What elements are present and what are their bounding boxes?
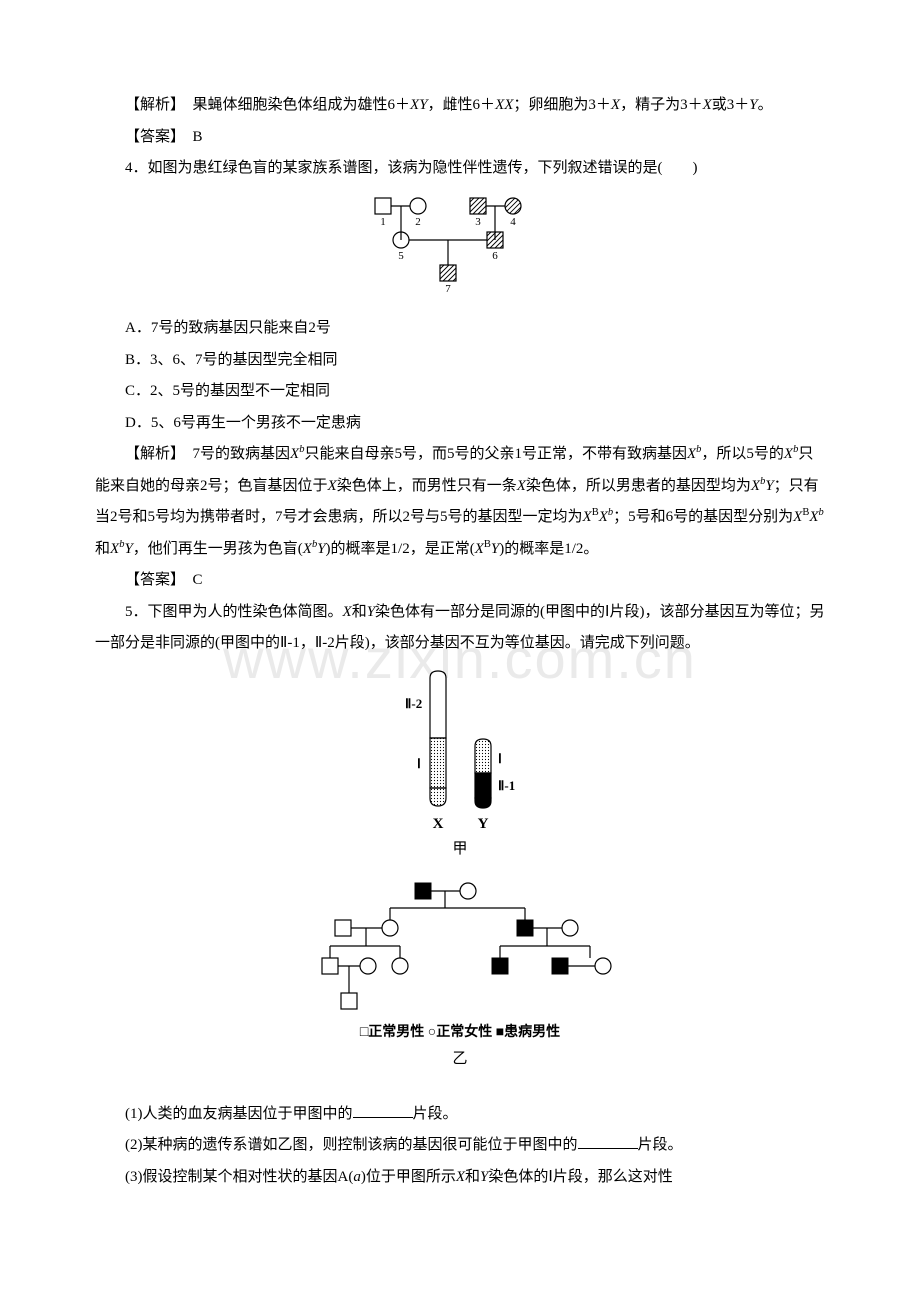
q4-choice-b: B．3、6、7号的基因型完全相同	[95, 345, 825, 377]
svg-text:5: 5	[398, 250, 404, 262]
svg-text:Ⅰ: Ⅰ	[417, 756, 421, 771]
analysis-label: 【解析】	[125, 97, 178, 113]
svg-text:1: 1	[380, 216, 386, 228]
q4-choice-d: D．5、6号再生一个男孩不一定患病	[95, 408, 825, 440]
q5-chromosome-figure: Ⅱ-2 Ⅰ Ⅰ Ⅱ-1 X Y 甲	[95, 668, 825, 871]
svg-text:□正常男性 ○正常女性 ■患病男性: □正常男性 ○正常女性 ■患病男性	[360, 1023, 560, 1040]
q4-answer: 【答案】 C	[95, 565, 825, 597]
q5-pedigree-figure: □正常男性 ○正常女性 ■患病男性 乙	[95, 878, 825, 1091]
svg-text:Ⅰ: Ⅰ	[498, 751, 502, 766]
svg-text:3: 3	[475, 216, 481, 228]
q5-sub3: (3)假设控制某个相对性状的基因A(a)位于甲图所示X和Y染色体的Ⅰ片段，那么这…	[95, 1162, 825, 1194]
analysis-label: 【解析】	[125, 446, 178, 462]
q4-pedigree-figure: 1 2 3 4 5 6	[95, 193, 825, 306]
q3-analysis: 【解析】 果蝇体细胞染色体组成为雄性6＋XY，雌性6＋XX；卵细胞为3＋X，精子…	[95, 90, 825, 122]
svg-text:Ⅱ-2: Ⅱ-2	[405, 696, 422, 711]
q4-choice-a: A．7号的致病基因只能来自2号	[95, 313, 825, 345]
svg-text:7: 7	[445, 283, 451, 293]
q5-sub2: (2)某种病的遗传系谱如乙图，则控制该病的基因很可能位于甲图中的片段。	[95, 1130, 825, 1162]
svg-text:Y: Y	[478, 816, 489, 832]
svg-text:X: X	[433, 816, 444, 832]
q4-analysis: 【解析】 7号的致病基因Xb只能来自母亲5号，而5号的父亲1号正常，不带有致病基…	[95, 439, 825, 565]
q3-answer: 【答案】 B	[95, 122, 825, 154]
blank-fill	[578, 1133, 638, 1149]
svg-text:4: 4	[510, 216, 516, 228]
q5-stem: 5．下图甲为人的性染色体简图。X和Y染色体有一部分是同源的(甲图中的Ⅰ片段)，该…	[95, 597, 825, 660]
q4-stem: 4．如图为患红绿色盲的某家族系谱图，该病为隐性伴性遗传，下列叙述错误的是( )	[95, 153, 825, 185]
svg-text:乙: 乙	[452, 1051, 467, 1067]
blank-fill	[353, 1102, 413, 1118]
svg-text:甲: 甲	[452, 841, 467, 857]
q4-choice-c: C．2、5号的基因型不一定相同	[95, 376, 825, 408]
answer-label: 【答案】	[125, 129, 178, 145]
svg-text:6: 6	[492, 250, 498, 262]
svg-text:2: 2	[415, 216, 421, 228]
q5-sub1: (1)人类的血友病基因位于甲图中的片段。	[95, 1099, 825, 1131]
svg-text:Ⅱ-1: Ⅱ-1	[498, 778, 515, 793]
answer-label: 【答案】	[125, 572, 178, 588]
